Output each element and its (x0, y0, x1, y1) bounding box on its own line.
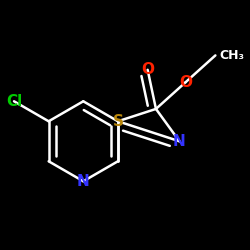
Text: N: N (173, 134, 186, 149)
Text: Cl: Cl (6, 94, 22, 109)
Text: N: N (77, 174, 90, 189)
Text: S: S (112, 114, 124, 129)
Text: O: O (141, 62, 154, 77)
Text: O: O (179, 75, 192, 90)
Text: CH₃: CH₃ (220, 49, 244, 62)
